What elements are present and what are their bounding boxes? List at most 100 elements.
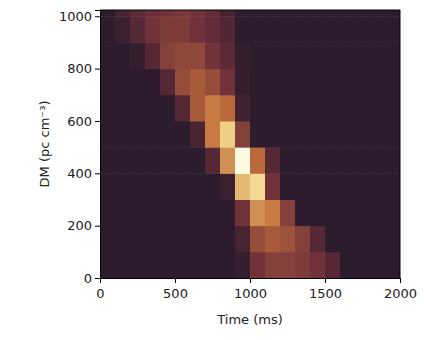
heatmap-cell bbox=[265, 252, 281, 278]
heatmap-cell bbox=[280, 42, 296, 69]
heatmap-cell bbox=[115, 16, 131, 43]
heatmap-cell bbox=[130, 173, 146, 200]
heatmap-cell bbox=[100, 10, 116, 17]
heatmap-cell bbox=[295, 69, 311, 96]
heatmap-cell bbox=[310, 199, 326, 226]
y-tick-label: 0 bbox=[84, 271, 92, 286]
heatmap-cell bbox=[370, 42, 386, 69]
y-tick-mark bbox=[95, 121, 100, 122]
heatmap-cell bbox=[325, 147, 341, 174]
heatmap-cell bbox=[340, 69, 356, 96]
heatmap-cell bbox=[145, 226, 161, 253]
heatmap-cell bbox=[220, 10, 236, 17]
y-axis-title: DM (pc cm⁻³) bbox=[37, 101, 52, 188]
heatmap-cell bbox=[160, 16, 176, 43]
heatmap-cell bbox=[175, 16, 191, 43]
heatmap-cell bbox=[160, 199, 176, 226]
heatmap-cell bbox=[340, 16, 356, 43]
heatmap-cell bbox=[235, 42, 251, 69]
heatmap-cell bbox=[280, 199, 296, 226]
heatmap-cell bbox=[355, 226, 371, 253]
heatmap-cell bbox=[190, 173, 206, 200]
heatmap-cell bbox=[205, 252, 221, 278]
heatmap-cell bbox=[220, 199, 236, 226]
heatmap-cell bbox=[175, 252, 191, 278]
heatmap-cell bbox=[250, 173, 266, 200]
y-axis-line bbox=[95, 11, 101, 279]
x-tick: 2000 bbox=[384, 278, 417, 301]
x-tick: 1500 bbox=[309, 278, 342, 301]
heatmap-cell bbox=[190, 10, 206, 17]
chart: 050010001500200002004006008001000Time (m… bbox=[0, 0, 424, 340]
heatmap-cell bbox=[265, 147, 281, 174]
heatmap-cell bbox=[100, 173, 116, 200]
heatmap-cell bbox=[205, 199, 221, 226]
heatmap-cell bbox=[115, 95, 131, 122]
heatmap-cell bbox=[130, 16, 146, 43]
y-tick-label: 200 bbox=[67, 218, 92, 233]
cells bbox=[100, 10, 400, 278]
heatmap-cell bbox=[355, 147, 371, 174]
y-tick: 200 bbox=[67, 218, 100, 233]
heatmap-cell bbox=[145, 95, 161, 122]
heatmap-cell bbox=[295, 173, 311, 200]
heatmap-cell bbox=[355, 95, 371, 122]
heatmap-cell bbox=[385, 147, 400, 174]
heatmap-cell bbox=[250, 10, 266, 17]
heatmap-cell bbox=[190, 226, 206, 253]
heatmap-cell bbox=[325, 69, 341, 96]
y-tick-label: 1000 bbox=[59, 9, 92, 24]
heatmap-cell bbox=[130, 147, 146, 174]
heatmap-cell bbox=[100, 147, 116, 174]
y-tick-mark bbox=[95, 69, 100, 70]
heatmap-cell bbox=[190, 121, 206, 148]
heatmap-cell bbox=[340, 173, 356, 200]
heatmap-cell bbox=[235, 121, 251, 148]
frame bbox=[400, 10, 401, 278]
heatmap-cell bbox=[190, 147, 206, 174]
heatmap-cell bbox=[160, 121, 176, 148]
y-axis: 02004006008001000 bbox=[59, 9, 101, 286]
y-tick-mark bbox=[95, 16, 100, 17]
heatmap-cell bbox=[250, 95, 266, 122]
heatmap-cell bbox=[250, 69, 266, 96]
heatmap-cell bbox=[205, 16, 221, 43]
heatmap-cell bbox=[235, 226, 251, 253]
heatmap-cell bbox=[310, 69, 326, 96]
heatmap-cell bbox=[310, 147, 326, 174]
heatmap-cell bbox=[160, 42, 176, 69]
heatmap-cell bbox=[295, 10, 311, 17]
heatmap-cell bbox=[265, 42, 281, 69]
plot: 050010001500200002004006008001000 bbox=[59, 9, 417, 301]
heatmap-cell bbox=[115, 147, 131, 174]
heatmap-cell bbox=[280, 69, 296, 96]
heatmap-cell bbox=[295, 252, 311, 278]
heatmap-cell bbox=[385, 121, 400, 148]
heatmap-cell bbox=[235, 147, 251, 174]
heatmap-cell bbox=[235, 95, 251, 122]
y-tick: 600 bbox=[67, 114, 100, 129]
y-tick-label: 400 bbox=[67, 166, 92, 181]
heatmap-cell bbox=[160, 10, 176, 17]
heatmap-cell bbox=[175, 199, 191, 226]
x-tick-mark bbox=[400, 278, 401, 283]
y-tick-mark bbox=[95, 226, 100, 227]
x-tick: 0 bbox=[96, 278, 104, 301]
heatmap-cell bbox=[310, 10, 326, 17]
heatmap-cell bbox=[340, 42, 356, 69]
x-tick-label: 0 bbox=[96, 286, 104, 301]
heatmap-cell bbox=[370, 69, 386, 96]
heatmap-cell bbox=[340, 10, 356, 17]
heatmap-cell bbox=[325, 16, 341, 43]
heatmap-cell bbox=[160, 147, 176, 174]
x-tick-label: 2000 bbox=[384, 286, 417, 301]
y-tick-mark bbox=[95, 278, 100, 279]
heatmap-cell bbox=[385, 69, 400, 96]
heatmap-cell bbox=[325, 95, 341, 122]
heatmap-cell bbox=[340, 147, 356, 174]
heatmap-cell bbox=[190, 16, 206, 43]
heatmap-cell bbox=[325, 173, 341, 200]
heatmap-cell bbox=[235, 69, 251, 96]
heatmap-cell bbox=[175, 226, 191, 253]
heatmap-cell bbox=[310, 252, 326, 278]
